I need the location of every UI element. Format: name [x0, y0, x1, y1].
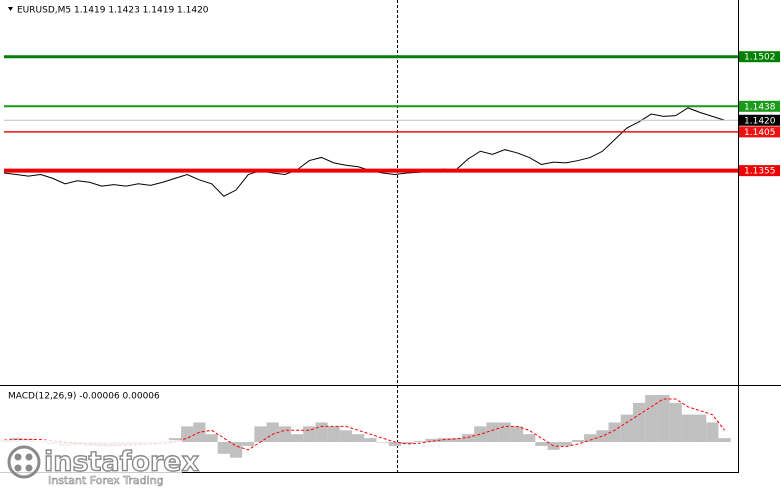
macd-title: MACD(12,26,9) -0.00006 0.00006 — [8, 392, 160, 402]
level-label-box — [739, 114, 780, 126]
logo-icon-dot — [14, 453, 22, 461]
macd-bar — [571, 440, 585, 443]
labels-layer: 1.1502 1.1438 1.1420 1.1405 1.1355 — [739, 51, 780, 177]
macd-bar — [669, 402, 682, 443]
macd-bar — [474, 426, 487, 443]
level-label: 1.1405 — [744, 128, 776, 138]
macd-bar — [364, 438, 377, 443]
macd-bar — [181, 426, 194, 443]
level-label: 1.1438 — [744, 102, 776, 112]
level-label-box — [739, 100, 780, 112]
logo-tagline: Instant Forex Trading — [48, 474, 164, 487]
macd-bar — [461, 434, 475, 443]
macd-bar — [217, 442, 230, 454]
symbol-menu-icon[interactable] — [8, 7, 13, 11]
macd-bar — [510, 426, 524, 443]
macd-bar — [718, 438, 731, 443]
macd-bar — [425, 438, 438, 443]
macd-bar — [535, 442, 548, 446]
macd-bar — [632, 402, 646, 443]
macd-bar — [584, 434, 597, 443]
macd-bar — [291, 434, 304, 443]
level-label-box — [739, 165, 780, 177]
macd-bar — [205, 434, 218, 443]
macd-bar — [498, 422, 511, 443]
macd-bar — [596, 430, 609, 443]
macd-bar — [388, 442, 401, 446]
logo-icon-dot — [14, 464, 22, 472]
logo-icon-dot — [25, 453, 33, 461]
macd-bar — [449, 438, 462, 443]
macd-bar — [352, 434, 365, 443]
macd-bar — [229, 442, 243, 458]
macd-bar — [694, 414, 707, 443]
macd-bar — [608, 422, 621, 443]
level-label: 1.1420 — [744, 116, 776, 126]
macd-bar — [327, 426, 340, 443]
logo: instaforex Instant Forex Trading — [0, 440, 200, 489]
macd-bar — [486, 422, 499, 443]
macd-bar — [523, 434, 536, 443]
macd-bar — [620, 414, 633, 443]
macd-bar — [413, 441, 426, 443]
macd-bar — [315, 422, 328, 443]
macd-bar — [559, 442, 572, 446]
level-label: 1.1355 — [744, 167, 776, 177]
macd-bar — [339, 430, 353, 443]
macd-bar — [681, 414, 695, 443]
macd-bar — [400, 442, 414, 444]
level-label-box — [739, 51, 780, 63]
chart-title: EURUSD,M5 1.1419 1.1423 1.1419 1.1420 — [17, 6, 209, 16]
level-label-box — [739, 126, 780, 138]
macd-bar — [657, 395, 670, 443]
logo-name: instaforex — [44, 447, 199, 478]
logo-icon-ring — [7, 445, 41, 479]
macd-bar — [376, 442, 389, 443]
macd-bar — [645, 395, 658, 443]
macd-bar — [278, 426, 292, 443]
logo-icon-dot — [25, 464, 33, 472]
macd-bar — [254, 426, 267, 443]
macd-bar — [266, 422, 279, 443]
macd-bar — [706, 422, 719, 443]
macd-bar — [242, 442, 255, 446]
level-label: 1.1502 — [744, 53, 776, 63]
